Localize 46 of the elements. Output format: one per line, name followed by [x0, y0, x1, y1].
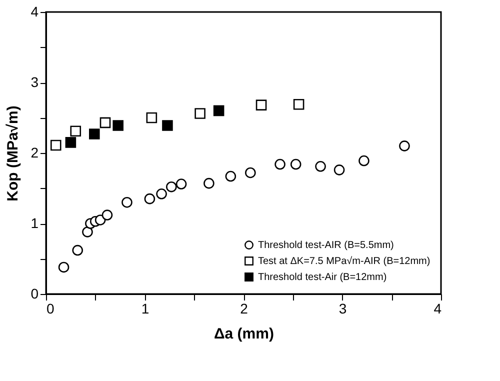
point: [358, 155, 370, 166]
y-tick-label: 0: [30, 286, 39, 302]
point: [112, 120, 124, 131]
point: [65, 137, 76, 148]
point: [72, 244, 83, 256]
point: [245, 167, 256, 178]
point: [50, 140, 62, 151]
point: [100, 117, 111, 128]
point: [194, 108, 206, 119]
x-tick-label: 0: [46, 300, 54, 316]
y-tick-label: 3: [30, 74, 39, 90]
x-tick-label: 4: [434, 300, 442, 316]
y-tick-label: 2: [30, 144, 39, 160]
x-tick-label: 1: [141, 300, 150, 316]
legend-label: Threshold test-AIR (B=5.5mm): [258, 240, 394, 251]
point: [256, 100, 267, 110]
point: [293, 98, 304, 110]
point: [213, 105, 224, 116]
point: [102, 210, 113, 220]
point: [94, 214, 106, 226]
y-axis-title: Kop (MPa√m): [4, 106, 22, 202]
point: [399, 140, 410, 152]
point: [144, 193, 156, 204]
legend-label: Test at ΔK=7.5 MPa√m-AIR (B=12mm): [258, 256, 430, 267]
point: [290, 158, 302, 170]
point: [82, 226, 93, 238]
legend-label: Threshold test-Air (B=12mm): [258, 272, 387, 283]
y-tick-label: 1: [30, 215, 39, 231]
point: [70, 126, 82, 137]
x-axis-title: Δa (mm): [214, 326, 274, 342]
point: [176, 178, 187, 190]
point: [334, 164, 345, 176]
point: [156, 188, 167, 200]
point: [122, 196, 132, 208]
point: [162, 120, 173, 131]
point: [166, 181, 177, 192]
point: [274, 158, 286, 170]
point: [58, 262, 70, 273]
point: [204, 178, 214, 189]
x-tick-label: 2: [240, 300, 248, 316]
point: [225, 170, 236, 182]
point: [146, 112, 158, 124]
point: [88, 128, 100, 140]
y-tick-label: 4: [30, 4, 39, 20]
x-tick-label: 3: [338, 300, 347, 316]
point: [315, 161, 326, 172]
